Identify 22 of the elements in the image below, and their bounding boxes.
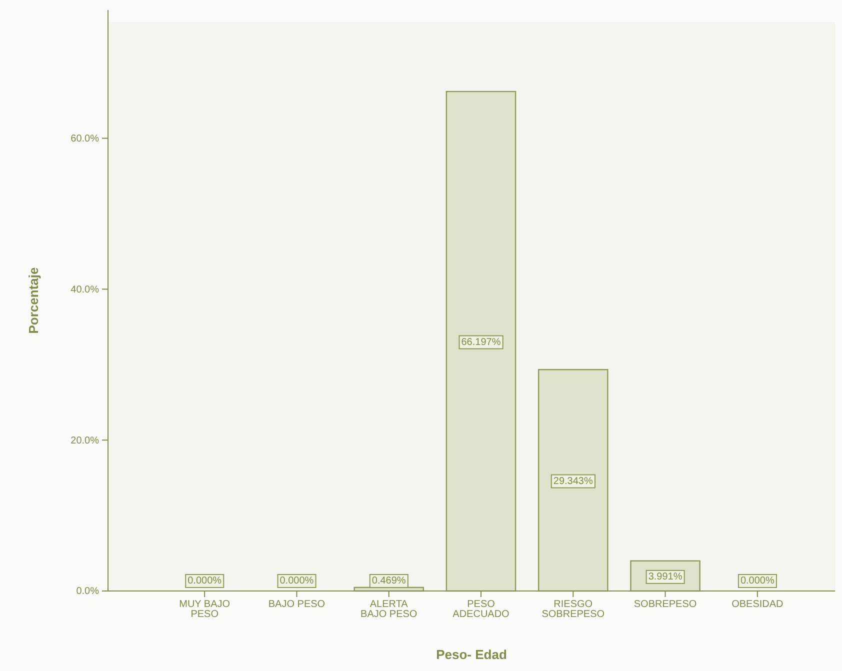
- x-tick-label: SOBREPESO: [634, 599, 697, 610]
- y-tick-label: 20.0%: [70, 435, 100, 446]
- data-label: 0.000%: [740, 576, 774, 586]
- bar: [446, 90, 516, 592]
- x-axis-title: Peso- Edad: [436, 647, 507, 662]
- data-label: 0.000%: [188, 576, 222, 586]
- x-tick-label: OBESIDAD: [732, 599, 784, 610]
- x-tick-label: MUY BAJO PESO: [179, 599, 230, 620]
- x-tick-label: BAJO PESO: [268, 599, 326, 610]
- data-label: 0.469%: [372, 576, 406, 586]
- x-tick-label: PESO ADECUADO: [452, 599, 510, 620]
- x-tick-label: ALERTA BAJO PESO: [360, 599, 418, 620]
- y-tick-label: 0.0%: [76, 586, 100, 598]
- data-label: 3.991%: [648, 571, 682, 582]
- y-tick-label: 60.0%: [70, 133, 100, 144]
- data-label: 29.343%: [553, 476, 593, 487]
- y-axis-title: Porcentaje: [26, 267, 41, 334]
- data-label: 66.197%: [461, 336, 501, 348]
- x-tick-label: RIESGO SOBREPESO: [542, 599, 605, 620]
- y-tick-label: 40.0%: [70, 284, 100, 296]
- bar: [538, 368, 608, 592]
- data-label: 0.000%: [280, 576, 314, 586]
